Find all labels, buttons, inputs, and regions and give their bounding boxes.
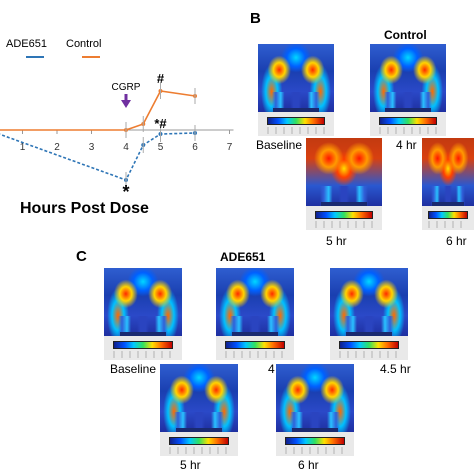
cgrp-label: CGRP: [112, 82, 141, 93]
thermal-image-control-4hr: [370, 44, 446, 136]
thermal-image-control-6hr: [422, 138, 474, 230]
caption-control-4hr: 4 hr: [396, 138, 417, 152]
caption-control-5hr: 5 hr: [326, 234, 347, 248]
line-chart: 1 2 3 4 5 6 7*#*#CGRP: [0, 71, 234, 202]
thermal-image-ade651-4-5hr: [330, 268, 408, 360]
significance-marker: #: [157, 71, 165, 86]
thermal-image-control-5hr: [306, 138, 382, 230]
legend-ade651-label: ADE651: [6, 38, 47, 50]
caption-ade651-6hr: 6 hr: [298, 458, 319, 472]
panel-b-letter: B: [250, 10, 261, 27]
thermal-image-ade651-6hr: [276, 364, 354, 456]
caption-ade651-baseline: Baseline: [110, 362, 157, 376]
cgrp-arrow-icon: [121, 100, 131, 108]
x-tick-label: 4: [123, 142, 129, 153]
caption-control-baseline: Baseline: [256, 138, 303, 152]
legend-ade651-swatch: [26, 56, 44, 58]
legend-control-swatch: [82, 56, 100, 58]
caption-ade651-5hr: 5 hr: [180, 458, 201, 472]
series-line-ade651: [0, 132, 196, 181]
x-tick-label: 2: [54, 142, 60, 153]
x-tick-label: 7: [227, 142, 233, 153]
x-tick-label: 3: [89, 142, 95, 153]
x-tick-label: 5: [158, 142, 164, 153]
thermal-image-ade651-5hr: [160, 364, 238, 456]
significance-marker: *#: [154, 116, 167, 131]
caption-control-6hr: 6 hr: [446, 234, 467, 248]
thermal-image-ade651-4hr: [216, 268, 294, 360]
chart-layer: 1 2 3 4 5 6 7*#*#CGRP: [0, 71, 234, 202]
x-tick-label: 1: [20, 142, 26, 153]
caption-ade651-4-5hr: 4.5 hr: [380, 362, 411, 376]
panel-b-title: Control: [384, 28, 427, 42]
significance-marker: *: [122, 182, 129, 202]
thermal-image-ade651-baseline: [104, 268, 182, 360]
chart-x-axis-title: Hours Post Dose: [20, 200, 149, 217]
panel-c-title: ADE651: [220, 250, 266, 264]
thermal-image-control-baseline: [258, 44, 334, 136]
x-tick-label: 6: [192, 142, 198, 153]
legend-control-label: Control: [66, 38, 102, 50]
panel-c-letter: C: [76, 248, 87, 265]
